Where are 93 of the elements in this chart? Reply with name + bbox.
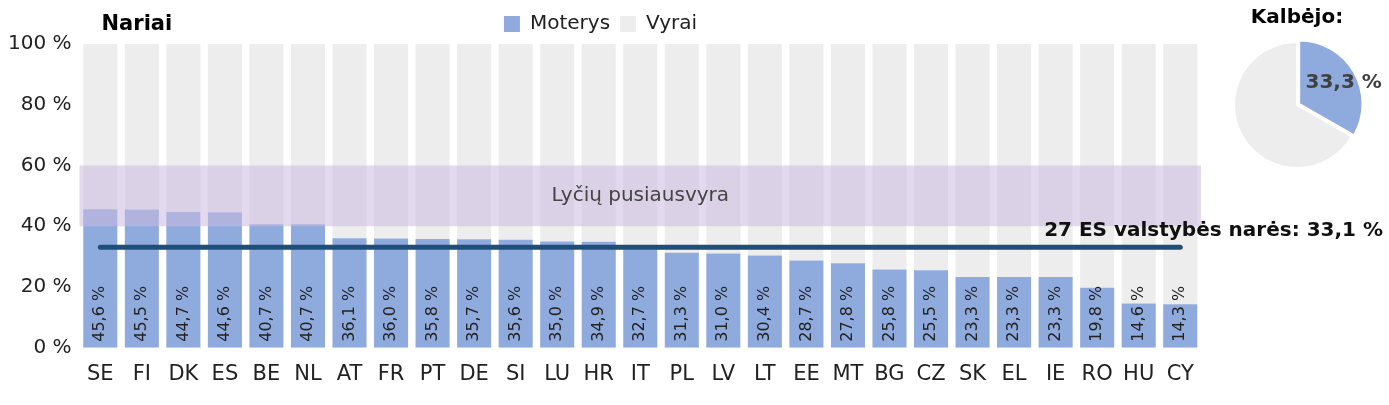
bar — [1038, 44, 1073, 278]
bar — [374, 44, 409, 239]
y-tick-label: 0 % — [33, 334, 72, 358]
bar — [457, 44, 492, 240]
x-tick-label: DE — [459, 360, 489, 385]
x-tick-label: BG — [874, 360, 905, 385]
x-tick-label: IE — [1045, 360, 1066, 385]
x-tick-label: LU — [544, 360, 571, 385]
x-tick-label: SE — [87, 360, 114, 385]
x-tick-label: BE — [252, 360, 281, 385]
data-label: 14,6 % — [1127, 285, 1147, 342]
bar — [789, 44, 824, 261]
bar — [166, 212, 201, 348]
bar — [249, 44, 284, 225]
bar — [1080, 44, 1115, 288]
chart-title: Nariai — [101, 10, 173, 35]
data-label: 23,3 % — [961, 285, 981, 342]
x-tick-label: HR — [583, 360, 614, 385]
data-label: 30,4 % — [754, 285, 774, 342]
bar — [498, 44, 533, 240]
data-label: 36,0 % — [380, 285, 400, 342]
data-label: 40,7 % — [297, 285, 317, 342]
legend-label: Vyrai — [646, 10, 698, 35]
x-tick-label: NL — [294, 360, 322, 385]
x-tick-label: DK — [168, 360, 200, 385]
data-label: 31,0 % — [712, 285, 732, 342]
data-label: 25,8 % — [878, 285, 898, 342]
bar — [332, 44, 367, 239]
bar — [872, 44, 907, 270]
y-tick-label: 100 % — [7, 30, 72, 55]
data-label: 32,7 % — [629, 285, 649, 342]
bar — [290, 44, 326, 225]
bar — [415, 44, 450, 240]
x-tick-label: LV — [711, 360, 736, 385]
bar — [830, 44, 865, 264]
data-label: 14,3 % — [1169, 285, 1189, 342]
chart-title: Kalbėjo: — [1249, 4, 1345, 30]
bar — [706, 253, 741, 348]
legend-label: Moterys — [529, 10, 611, 35]
data-label: 45,5 % — [131, 285, 150, 342]
x-tick-label: ES — [211, 360, 239, 385]
data-label: 36,1 % — [338, 285, 358, 342]
x-tick-label: EE — [793, 360, 820, 385]
data-label: 25,5 % — [920, 285, 940, 342]
data-label: 31,3 % — [670, 285, 690, 342]
data-label: 40,7 % — [255, 285, 275, 342]
bar — [124, 44, 159, 210]
data-label: 23,3 % — [1044, 285, 1064, 342]
bar — [664, 252, 699, 348]
band-label: Lyčių pusiausvyra — [551, 182, 730, 207]
x-tick-label: EL — [1001, 360, 1027, 385]
data-label: 28,7 % — [795, 285, 815, 342]
x-tick-label: HU — [1123, 360, 1155, 385]
y-tick-label: 60 % — [20, 151, 72, 176]
x-tick-label: SK — [959, 360, 988, 385]
bar — [955, 44, 990, 278]
y-tick-label: 20 % — [20, 273, 72, 298]
bar — [83, 209, 118, 348]
x-tick-label: PL — [669, 360, 695, 385]
data-label: 35,8 % — [421, 285, 441, 342]
x-tick-label: PT — [419, 360, 446, 385]
data-label: 44,6 % — [214, 285, 234, 342]
bar — [83, 44, 118, 210]
x-tick-label: IT — [630, 360, 650, 385]
data-label: 23,3 % — [1003, 285, 1023, 342]
x-tick-label: LT — [754, 360, 776, 385]
data-label: 44,7 % — [172, 285, 192, 342]
x-tick-label: CY — [1166, 360, 1194, 385]
ref-line-label: 27 ES valstybės narės: 33,1 % — [1044, 217, 1383, 242]
y-tick-label: 40 % — [20, 212, 72, 237]
data-label: 33,3 % — [1305, 68, 1382, 93]
data-label: 34,9 % — [587, 285, 607, 342]
bar — [166, 44, 201, 212]
x-tick-label: RO — [1081, 360, 1113, 385]
data-label: 45,6 % — [89, 285, 109, 342]
x-tick-label: MT — [832, 360, 864, 385]
x-tick-label: FR — [377, 360, 405, 385]
x-tick-label: FI — [132, 360, 151, 385]
bar — [997, 44, 1032, 278]
data-label: 27,8 % — [837, 285, 857, 342]
data-label: 35,6 % — [504, 285, 524, 342]
data-label: 35,0 % — [546, 285, 566, 342]
bar — [913, 44, 949, 271]
bar — [207, 44, 242, 213]
x-tick-label: CZ — [916, 360, 946, 385]
x-tick-label: AT — [336, 360, 363, 385]
data-label: 19,8 % — [1086, 285, 1106, 342]
bar — [332, 238, 367, 348]
bar — [747, 44, 782, 256]
y-tick-label: 80 % — [20, 90, 72, 115]
x-tick-label: SI — [505, 360, 526, 385]
bar — [872, 269, 907, 348]
data-label: 35,7 % — [463, 285, 483, 342]
